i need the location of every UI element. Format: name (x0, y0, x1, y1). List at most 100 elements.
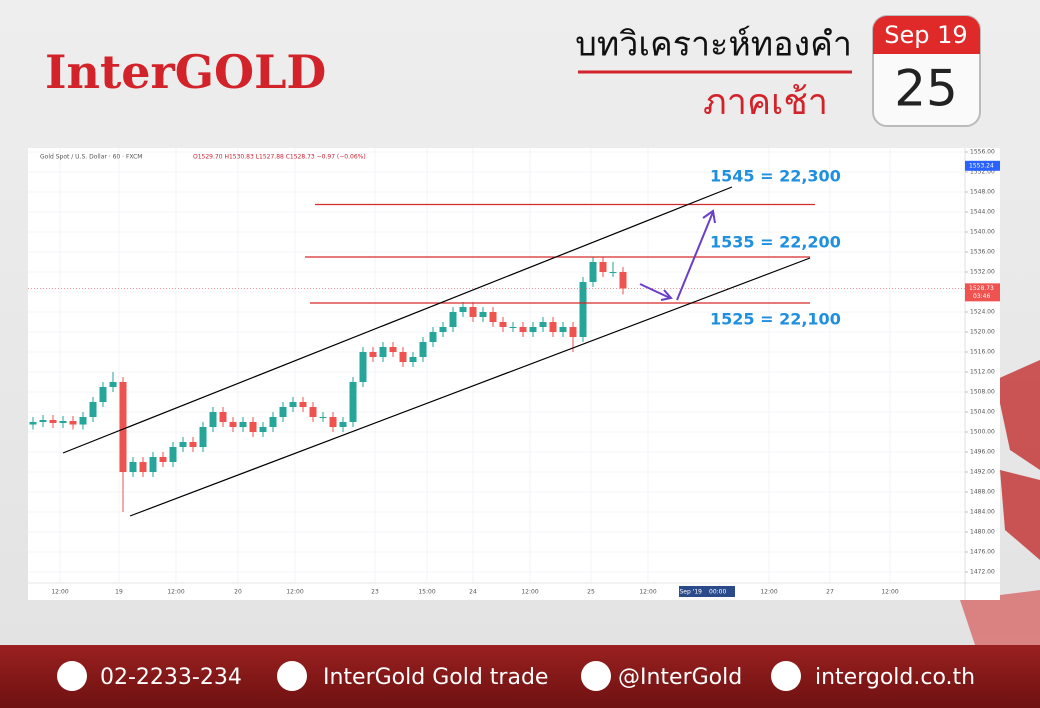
y-tick-label: 1512.00 (970, 369, 995, 376)
arrows (639, 209, 716, 301)
channel-lower (129, 257, 811, 517)
candle-body (279, 407, 287, 417)
candle-body (119, 382, 127, 472)
x-tick-label: 12:00 (760, 589, 777, 596)
candle-body (499, 322, 507, 327)
candle-body (399, 352, 407, 362)
candle-body (589, 262, 597, 282)
candle-body (59, 421, 67, 423)
y-tick-label: 1496.00 (970, 449, 995, 456)
candle-body (449, 312, 457, 327)
candle-body (109, 382, 117, 387)
candle-body (619, 272, 627, 289)
candle-body (409, 357, 417, 362)
candle-body (349, 382, 357, 422)
candle-body (239, 422, 247, 427)
x-tick-label: 12:00 (286, 589, 303, 596)
chart-title: Gold Spot / U.S. Dollar · 60 · FXCM (40, 154, 142, 161)
candle-body (479, 312, 487, 317)
candle-body (609, 272, 617, 273)
facebook: InterGold Gold trade (323, 665, 548, 690)
candle-body (169, 447, 177, 462)
candle-body (199, 427, 207, 447)
phone: 02-2233-234 (100, 665, 242, 690)
candle-body (179, 442, 187, 447)
y-tick-label: 1484.00 (970, 509, 995, 516)
chart: 1472.00 1476.00 1480.00 1484.00 1488.00 1492.… (28, 148, 1000, 597)
candle-body (599, 262, 607, 272)
y-tick-label: 1552.00 (970, 169, 995, 176)
y-tick-label: 1488.00 (970, 489, 995, 496)
candle-body (419, 342, 427, 357)
web-icon (771, 661, 801, 691)
channel-upper (62, 186, 733, 454)
candle-body (509, 327, 517, 328)
candle-body (49, 420, 57, 423)
month: Sep 19 (884, 21, 967, 49)
candle-body (209, 412, 217, 427)
y-tick-label: 1516.00 (970, 349, 995, 356)
candle-body (249, 422, 257, 432)
candle-body (99, 387, 107, 402)
y-tick-label: 1548.00 (970, 189, 995, 196)
x-tick-label: 12:00 (51, 589, 68, 596)
line: @InterGold (618, 665, 742, 690)
candle-body (569, 327, 577, 337)
candle-body (309, 407, 317, 417)
y-tick-label: 1536.00 (970, 249, 995, 256)
candle-body (319, 417, 327, 418)
phone-icon (57, 661, 87, 691)
candle-body (159, 457, 167, 462)
day: 25 (894, 60, 958, 118)
title: บทวิเคราะห์ทองคำ (575, 25, 852, 65)
candle-body (469, 307, 477, 317)
last-price: 1528.73 (969, 285, 994, 292)
y-tick-label: 1508.00 (970, 389, 995, 396)
candle-body (539, 322, 547, 327)
y-tick-label: 1544.00 (970, 209, 995, 216)
y-tick-label: 1532.00 (970, 269, 995, 276)
crosshair-x-label: 26 Sep '19 (670, 589, 702, 596)
candle-body (79, 417, 87, 425)
x-tick-label: 25 (587, 589, 595, 596)
candle-body (329, 417, 337, 427)
candle-body (389, 347, 397, 352)
facebook-icon (277, 661, 307, 691)
candle-body (69, 421, 77, 425)
crosshair-y-box (965, 160, 1000, 171)
last-price-box (965, 283, 1000, 302)
candle-body (219, 412, 227, 422)
candle-body (299, 402, 307, 407)
candle-body (359, 352, 367, 382)
line-icon (581, 661, 611, 691)
candle-body (369, 352, 377, 357)
annotation: 1535 = 22,200 (710, 233, 841, 252)
candle-body (339, 422, 347, 427)
y-tick-label: 1492.00 (970, 469, 995, 476)
y-tick-label: 1476.00 (970, 549, 995, 556)
candle-body (579, 282, 587, 337)
candle-body (459, 307, 467, 312)
x-tick-label: 24 (469, 589, 477, 596)
candle-body (149, 457, 157, 472)
crosshair-x-time: 00:00 (709, 589, 726, 596)
ohlc-legend: O1529.70 H1530.83 L1527.88 C1528.73 −0.9… (193, 154, 366, 161)
candle-body (39, 420, 47, 422)
crosshair-y-label: 1553.24 (969, 162, 994, 169)
web: intergold.co.th (815, 665, 975, 690)
candle-body (139, 462, 147, 472)
candle-body (489, 312, 497, 322)
candle-body (519, 327, 527, 332)
countdown: 03:46 (973, 293, 990, 300)
footer-bar (0, 645, 1040, 708)
calendar: Sep 19 25 (872, 15, 981, 127)
annotation: 1525 = 22,100 (710, 310, 841, 329)
candle-body (529, 327, 537, 332)
candle-body (29, 422, 37, 425)
y-tick-label: 1480.00 (970, 529, 995, 536)
candle-body (259, 427, 267, 432)
candle-body (549, 322, 557, 332)
candle-body (379, 347, 387, 357)
x-tick-label: 12:00 (167, 589, 184, 596)
